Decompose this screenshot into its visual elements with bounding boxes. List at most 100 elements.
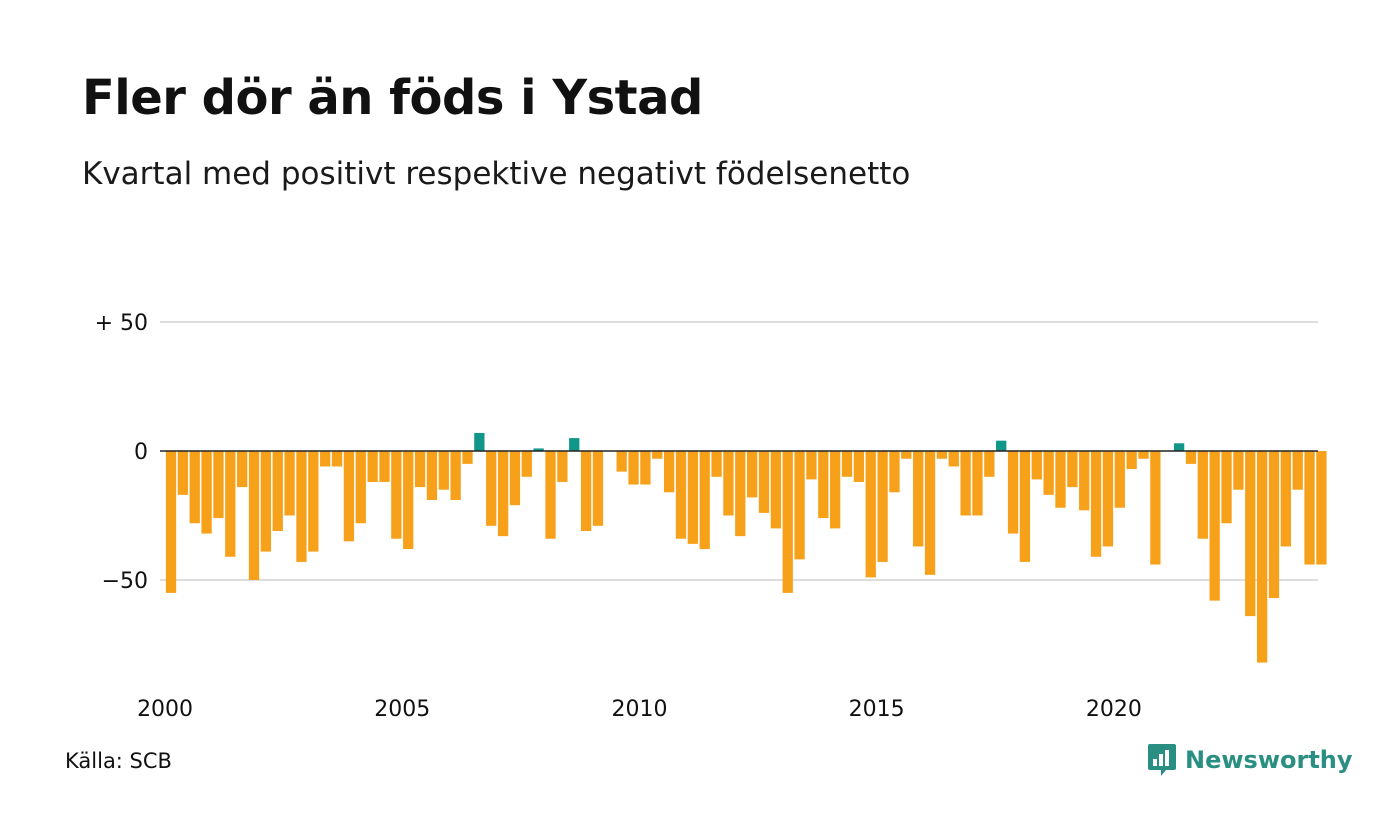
bar [248,451,260,580]
bar [1209,451,1220,601]
bar [1185,451,1197,464]
bar [438,451,449,490]
bar [1197,451,1208,539]
bar [426,451,438,501]
bar [1114,451,1125,508]
bar [1067,451,1078,488]
bar [284,451,295,516]
bar [770,451,782,529]
bar [758,451,770,513]
bar [675,451,687,539]
bar [414,451,426,488]
bar [746,451,758,498]
bar [296,451,307,562]
bar [723,451,734,516]
bar [521,451,532,477]
bar [1304,451,1315,565]
bar [663,451,675,493]
bar [213,451,224,519]
chart-subtitle: Kvartal med positivt respektive negativt… [82,156,911,192]
bar [367,451,378,482]
bar [1173,443,1185,451]
bar [652,451,663,459]
bar [640,451,651,485]
bar [272,451,283,531]
grid-lines [160,321,1318,581]
bar [343,451,355,542]
bar [1316,451,1327,565]
bar [984,451,995,477]
bar [924,451,936,575]
bar [794,451,805,560]
bar [1055,451,1066,508]
bar [841,451,853,477]
bar [782,451,793,593]
bar [1245,451,1256,617]
bar [972,451,983,516]
x-tick-label: 2000 [137,697,193,722]
bar [1268,451,1280,599]
bar [391,451,402,539]
bar [806,451,817,480]
bar [331,451,343,467]
bar [225,451,236,557]
brand-name: Newsworthy [1185,746,1353,774]
bar [355,451,366,524]
bar [569,438,580,451]
bar [1292,451,1303,490]
bar-chart-bubble-icon [1148,744,1176,776]
bar [1138,451,1149,459]
bar [580,451,592,531]
bar [260,451,272,552]
bar [1233,451,1244,490]
bar [913,451,924,547]
bar [818,451,829,519]
bar [628,451,639,485]
source-note: Källa: SCB [65,749,172,773]
bar [509,451,521,506]
bar [201,451,212,534]
brand-logo[interactable]: Newsworthy [1147,742,1353,778]
bar [1079,451,1090,511]
y-tick-label: −50 [102,569,148,594]
bar [1150,451,1161,565]
bar [592,451,604,526]
bar [889,451,900,493]
bar [865,451,876,578]
bar [237,451,248,488]
bar [308,451,319,552]
bars [165,432,1327,663]
bar [616,451,627,472]
bar [830,451,841,529]
bar [177,451,189,495]
bar [474,432,485,451]
bar [948,451,959,467]
bar [996,440,1007,451]
bar [1019,451,1031,562]
bar [1126,451,1137,470]
bar [1031,451,1042,480]
bar [379,451,390,482]
bar [1007,451,1019,534]
bar [699,451,710,550]
bar [189,451,200,524]
bar [687,451,698,544]
chart-title: Fler dör än föds i Ystad [82,70,703,126]
bar [1280,451,1291,547]
x-tick-label: 2015 [849,697,905,722]
bar [403,451,414,550]
x-tick-label: 2020 [1086,697,1142,722]
bar [486,451,497,526]
bar [1221,451,1232,524]
bar [545,451,556,539]
x-tick-label: 2005 [374,697,430,722]
bar [320,451,331,467]
bar [165,451,177,593]
x-tick-label: 2010 [611,697,667,722]
bar [1102,451,1114,547]
bar [735,451,746,537]
bar [936,451,948,459]
bar [1256,451,1268,663]
bar [462,451,473,464]
